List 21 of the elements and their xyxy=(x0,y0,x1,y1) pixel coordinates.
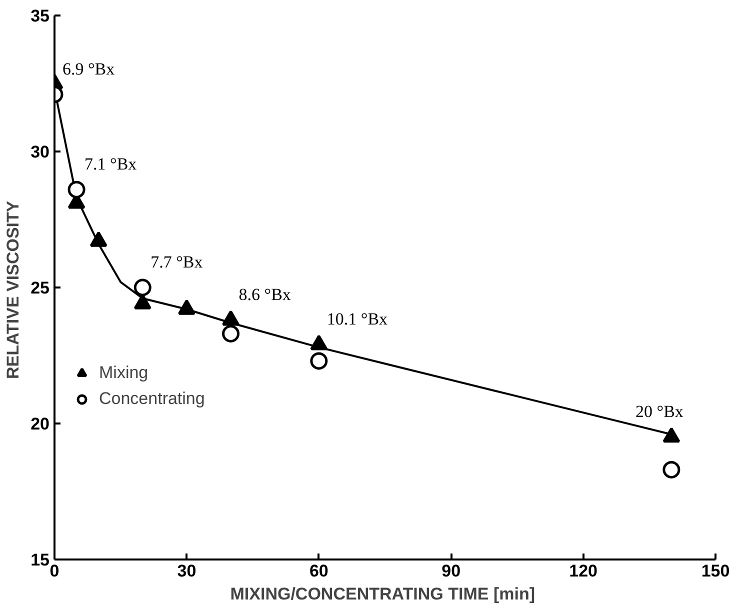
annotation: 6.9 °Bx xyxy=(62,59,116,78)
y-axis-title: RELATIVE VISCOSITY xyxy=(4,200,23,379)
y-tick-label: 35 xyxy=(30,6,50,26)
annotation: 20 °Bx xyxy=(636,402,684,422)
annotation: 10.1 °Bx xyxy=(326,310,388,329)
annotation: 8.6 °Bx xyxy=(238,285,292,304)
x-tick-label: 120 xyxy=(569,562,598,580)
annotation: 7.1 °Bx xyxy=(84,154,138,174)
x-tick-label: 150 xyxy=(701,562,730,580)
y-tick-label: 15 xyxy=(30,550,50,570)
x-tick-label: 90 xyxy=(442,562,461,580)
legend-label: Mixing xyxy=(99,363,148,383)
y-tick-label: 25 xyxy=(30,278,50,298)
x-tick-label: 60 xyxy=(309,562,328,580)
x-axis-title: MIXING/CONCENTRATING TIME [min] xyxy=(230,584,536,604)
y-tick-label: 30 xyxy=(30,142,50,162)
y-tick-label: 20 xyxy=(30,414,50,434)
x-tick-label: 0 xyxy=(50,562,60,580)
annotation: 7.7 °Bx xyxy=(150,252,204,272)
x-tick-label: 30 xyxy=(177,562,196,580)
legend-label: Concentrating xyxy=(99,389,205,409)
